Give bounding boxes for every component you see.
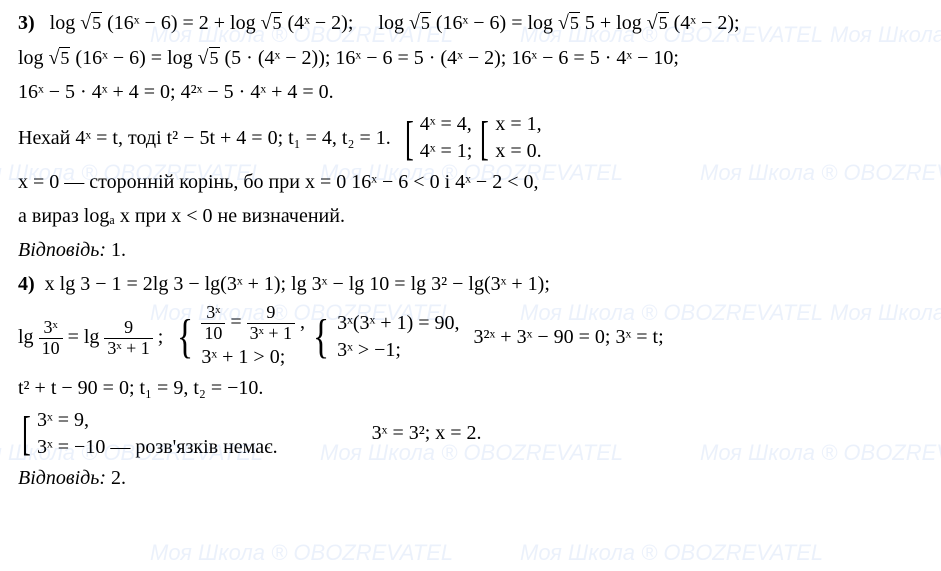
math-text: Нехай 4ˣ = t, тоді t² − 5t + 4 = 0; t₁ =… xyxy=(18,127,391,150)
problem-4-line-4: [ 3ˣ = 9, 3ˣ = −10 — розв'язків немає. 3… xyxy=(18,407,923,461)
bracket-group: { 3ˣ10 = 93ˣ + 1 , 3ˣ + 1 > 0; xyxy=(177,303,305,371)
bracket-group: { 3ˣ(3ˣ + 1) = 90, 3ˣ > −1; xyxy=(313,310,460,364)
problem-3-line-2: log √5 (16ˣ − 6) = log √5 (5 · (4ˣ − 2))… xyxy=(18,43,923,74)
math-text: log xyxy=(378,12,409,34)
answer-value: 1. xyxy=(111,239,126,261)
problem-3-number: 3) xyxy=(18,12,35,34)
math-text: lg 3ˣ10 = lg 93ˣ + 1 ; xyxy=(18,315,163,359)
math-text: 5 + log xyxy=(585,12,647,34)
math-text: (4ˣ − 2); xyxy=(674,12,740,34)
problem-4-answer: Відповідь: 2. xyxy=(18,463,923,493)
math-text: 3ˣ = 3²; x = 2. xyxy=(372,422,482,445)
math-text: log xyxy=(18,47,49,69)
math-text: а вираз logₐ x при x < 0 не визначений. xyxy=(18,205,345,227)
watermark: Моя Школа ® OBOZREVATEL xyxy=(150,540,453,566)
math-text: 4ˣ = 4, xyxy=(420,111,473,138)
math-document-page: Моя Школа ® OBOZREVATEL Моя Школа ® OBOZ… xyxy=(0,0,941,571)
problem-4-line-3: t² + t − 90 = 0; t₁ = 9, t₂ = −10. xyxy=(18,373,923,403)
problem-3-line-5: x = 0 — сторонній корінь, бо при x = 0 1… xyxy=(18,167,923,197)
math-text: 16ˣ − 5 · 4ˣ + 4 = 0; 4²ˣ − 5 · 4ˣ + 4 =… xyxy=(18,81,334,103)
math-text: (16ˣ − 6) = log xyxy=(436,12,558,34)
problem-4-line-2: lg 3ˣ10 = lg 93ˣ + 1 ; { 3ˣ10 = 93ˣ + 1 … xyxy=(18,303,923,371)
watermark: Моя Школа ® OBOZREVATEL xyxy=(520,540,823,566)
problem-3-answer: Відповідь: 1. xyxy=(18,235,923,265)
problem-3-line-1: 3) log √5 (16ˣ − 6) = 2 + log √5 (4ˣ − 2… xyxy=(18,8,923,39)
answer-value: 2. xyxy=(111,467,126,489)
problem-4-number: 4) xyxy=(18,273,35,295)
bracket-group: [ 4ˣ = 4, 4ˣ = 1; xyxy=(405,111,473,165)
math-text: x = 0. xyxy=(495,138,541,165)
answer-label: Відповідь: xyxy=(18,239,111,261)
math-text: (4ˣ − 2); xyxy=(287,12,353,34)
problem-3-line-6: а вираз logₐ x при x < 0 не визначений. xyxy=(18,201,923,231)
math-text: x = 0 — сторонній корінь, бо при x = 0 1… xyxy=(18,171,538,193)
math-text: t² + t − 90 = 0; t₁ = 9, t₂ = −10. xyxy=(18,377,263,399)
problem-3-line-4: Нехай 4ˣ = t, тоді t² − 5t + 4 = 0; t₁ =… xyxy=(18,111,923,165)
math-text: (16ˣ − 6) = log xyxy=(75,47,197,69)
math-text: (16ˣ − 6) = 2 + log xyxy=(107,12,261,34)
math-text: 3²ˣ + 3ˣ − 90 = 0; 3ˣ = t; xyxy=(474,315,664,359)
problem-4-line-1: 4) x lg 3 − 1 = 2lg 3 − lg(3ˣ + 1); lg 3… xyxy=(18,269,923,299)
math-text: 4ˣ = 1; xyxy=(420,138,473,165)
math-text: x = 1, xyxy=(495,111,541,138)
problem-3-line-3: 16ˣ − 5 · 4ˣ + 4 = 0; 4²ˣ − 5 · 4ˣ + 4 =… xyxy=(18,77,923,107)
answer-label: Відповідь: xyxy=(18,467,111,489)
math-text: x lg 3 − 1 = 2lg 3 − lg(3ˣ + 1); lg 3ˣ −… xyxy=(45,273,550,295)
math-text: (5 · (4ˣ − 2)); 16ˣ − 6 = 5 · (4ˣ − 2); … xyxy=(225,47,679,69)
bracket-group: [ 3ˣ = 9, 3ˣ = −10 — розв'язків немає. xyxy=(22,407,278,461)
bracket-group: [ x = 1, x = 0. xyxy=(480,111,541,165)
math-text: log xyxy=(50,12,81,34)
